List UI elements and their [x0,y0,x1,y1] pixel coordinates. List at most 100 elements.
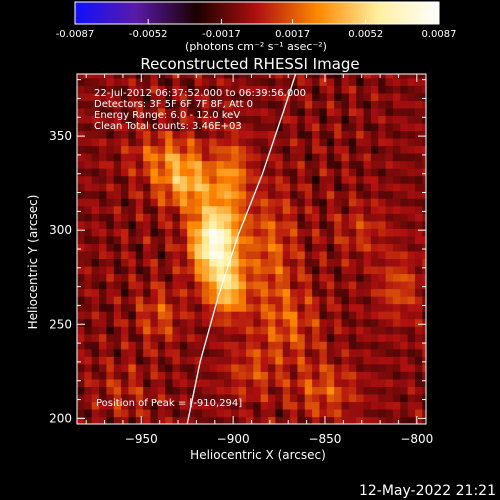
heatmap-cell [84,220,93,229]
heatmap-cell [400,85,409,94]
heatmap-cell [128,408,137,418]
heatmap-cell [106,85,115,94]
heatmap-cell [209,318,218,327]
heatmap-cell [363,273,372,282]
heatmap-cell [334,273,343,282]
heatmap-cell [172,386,181,395]
heatmap-cell [304,265,313,275]
heatmap-cell [201,326,210,335]
heatmap-cell [179,401,188,410]
heatmap-cell [172,356,181,365]
heatmap-cell [282,356,291,365]
heatmap-cell [348,318,357,327]
heatmap-cell [187,243,196,252]
heatmap-cell [253,235,262,244]
heatmap-cell [143,341,152,350]
heatmap-cell [201,122,210,132]
heatmap-cell [297,153,306,162]
heatmap-cell [356,258,365,267]
heatmap-cell [400,235,409,244]
heatmap-cell [414,198,423,207]
heatmap-cell [128,280,137,290]
heatmap-cell [165,363,174,372]
heatmap-cell [194,408,203,418]
heatmap-cell [128,318,137,327]
heatmap-cell [77,228,85,237]
heatmap-cell [223,393,232,403]
heatmap-cell [282,378,291,387]
heatmap-cell [245,74,254,79]
heatmap-cell [260,145,269,154]
heatmap-cell [378,393,387,403]
heatmap-cell [422,243,426,252]
heatmap-cell [128,85,137,94]
heatmap-cell [341,311,350,320]
heatmap-cell [187,311,196,320]
heatmap-cell [77,243,85,252]
heatmap-cell [99,273,107,282]
heatmap-cell [245,408,254,418]
heatmap-cell [290,280,299,290]
heatmap-cell [282,296,291,305]
heatmap-cell [319,100,328,109]
heatmap-cell [326,250,335,260]
heatmap-cell [268,311,276,320]
heatmap-cell [135,198,144,207]
heatmap-cell [290,296,299,305]
heatmap-cell [378,160,387,169]
heatmap-cell [143,85,152,94]
heatmap-cell [179,296,188,305]
heatmap-cell [245,378,254,387]
heatmap-cell [209,371,218,380]
heatmap-cell [319,130,328,139]
heatmap-cell [268,356,276,365]
heatmap-cell [356,220,365,229]
heatmap-cell [260,107,269,116]
heatmap-cell [385,235,394,244]
heatmap-cell [348,92,357,101]
heatmap-cell [223,401,232,410]
heatmap-cell [150,85,159,94]
heatmap-cell [282,153,291,162]
heatmap-cell [106,198,115,207]
heatmap-cell [319,273,328,282]
heatmap-cell [348,243,357,252]
heatmap-cell [77,198,85,207]
heatmap-cell [223,371,232,380]
heatmap-cell [400,168,409,177]
heatmap-cell [385,168,394,177]
heatmap-cell [135,235,144,244]
heatmap-cell [165,107,174,116]
heatmap-cell [392,130,401,139]
colorbar: -0.0087 -0.0052 -0.0017 0.0017 0.0052 0.0087 … [56,1,457,53]
heatmap-cell [216,265,225,275]
heatmap-cell [231,145,240,154]
heatmap-cell [121,213,130,222]
heatmap-cell [414,273,423,282]
heatmap-cell [238,107,247,116]
heatmap-cell [231,190,240,199]
heatmap-cell [363,160,372,169]
heatmap-cell [99,160,107,169]
heatmap-cell [348,273,357,282]
heatmap-cell [407,183,416,192]
heatmap-cell [407,175,416,184]
heatmap-cell [414,183,423,192]
heatmap-cell [326,326,335,335]
heatmap-cell [77,363,85,372]
heatmap-cell [268,273,276,282]
heatmap-cell [91,273,100,282]
heatmap-cell [157,393,166,403]
heatmap-cell [385,137,394,147]
heatmap-cell [260,348,269,357]
heatmap-cell [238,401,247,410]
heatmap-cell [84,74,93,79]
heatmap-cell [238,348,247,357]
heatmap-cell [143,250,152,260]
heatmap-cell [297,115,306,124]
heatmap-cell [172,74,181,79]
heatmap-cell [348,175,357,184]
heatmap-cell [422,168,426,177]
heatmap-cell [179,220,188,229]
heatmap-cell [334,333,343,342]
